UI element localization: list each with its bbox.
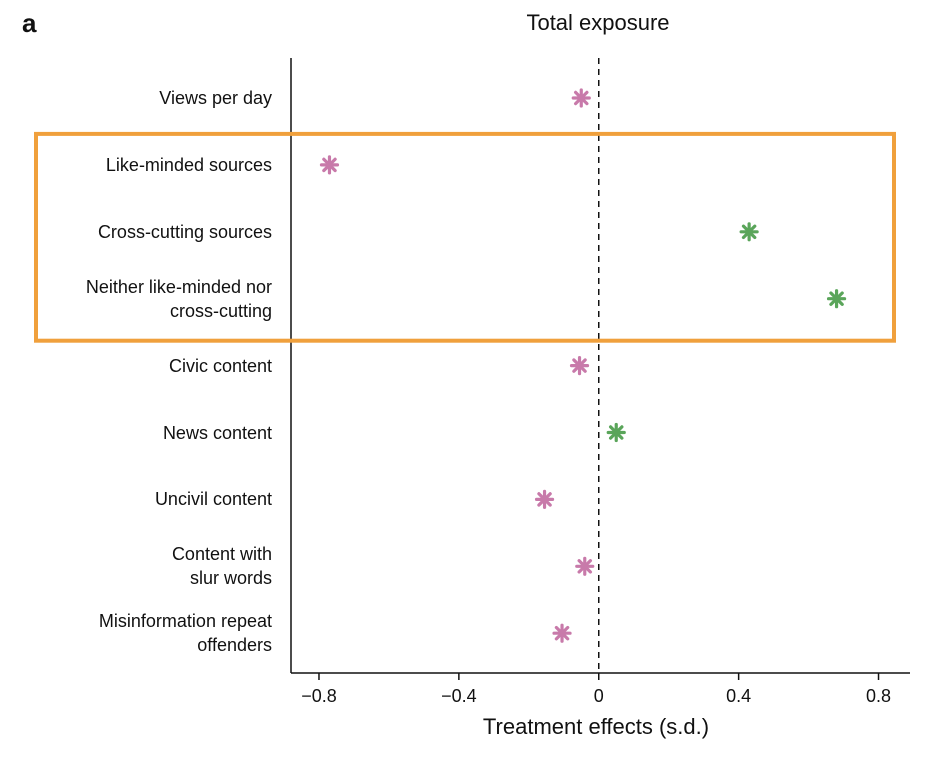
category-label: Views per day <box>159 88 272 108</box>
category-label: News content <box>162 422 272 443</box>
data-point <box>571 88 591 108</box>
data-point <box>739 222 759 242</box>
category-label: Neither like-minded nor cross-cutting <box>85 276 272 321</box>
data-point <box>552 623 572 643</box>
x-tick-label: 0 <box>593 686 604 706</box>
x-axis-label: Treatment effects (s.d.) <box>482 714 710 739</box>
x-tick-label: −0.8 <box>301 686 337 706</box>
category-label: Cross-cutting sources <box>97 221 272 242</box>
x-tick-label: 0.8 <box>866 686 892 706</box>
data-point <box>575 556 595 576</box>
data-point <box>606 422 626 443</box>
x-tick-label: −0.4 <box>441 686 477 706</box>
category-label: Uncivil content <box>154 489 272 510</box>
panel-label: a <box>22 8 37 38</box>
category-label: Misinformation repeat offenders <box>98 611 272 656</box>
data-point <box>534 489 555 509</box>
chart-title: Total exposure <box>526 10 670 35</box>
x-tick-label: 0.4 <box>726 686 752 706</box>
category-label: Content with slur words <box>171 544 272 589</box>
data-point <box>569 356 590 376</box>
highlight-box <box>34 131 896 343</box>
category-label: Civic content <box>168 355 272 376</box>
data-point <box>826 289 847 309</box>
data-point <box>319 155 340 175</box>
category-label: Like-minded sources <box>105 154 272 175</box>
